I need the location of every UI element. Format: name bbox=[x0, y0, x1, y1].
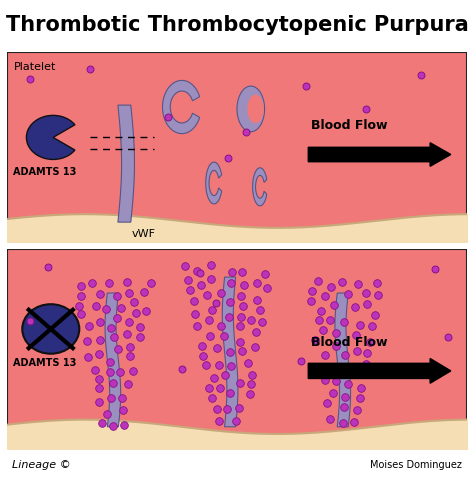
Text: Platelet: Platelet bbox=[14, 62, 56, 72]
Text: Blood Flow: Blood Flow bbox=[310, 335, 387, 348]
Polygon shape bbox=[105, 293, 121, 427]
Text: Moises Dominguez: Moises Dominguez bbox=[370, 459, 462, 469]
FancyArrow shape bbox=[308, 144, 451, 167]
FancyArrow shape bbox=[308, 359, 451, 384]
Text: Lineage ©: Lineage © bbox=[12, 459, 71, 469]
Text: ADAMTS 13: ADAMTS 13 bbox=[13, 357, 76, 367]
Circle shape bbox=[22, 305, 79, 354]
Text: ADAMTS 13: ADAMTS 13 bbox=[13, 166, 76, 176]
Polygon shape bbox=[206, 163, 222, 204]
Text: Blood Flow: Blood Flow bbox=[310, 119, 387, 132]
Wedge shape bbox=[27, 116, 75, 160]
Polygon shape bbox=[118, 106, 135, 223]
Polygon shape bbox=[248, 96, 263, 123]
Polygon shape bbox=[163, 81, 200, 134]
Polygon shape bbox=[335, 293, 351, 427]
Text: vWF: vWF bbox=[132, 229, 156, 239]
Polygon shape bbox=[237, 87, 264, 132]
Polygon shape bbox=[222, 277, 238, 427]
Text: Thrombotic Thrombocytopenic Purpura: Thrombotic Thrombocytopenic Purpura bbox=[6, 15, 468, 35]
Polygon shape bbox=[253, 168, 267, 206]
